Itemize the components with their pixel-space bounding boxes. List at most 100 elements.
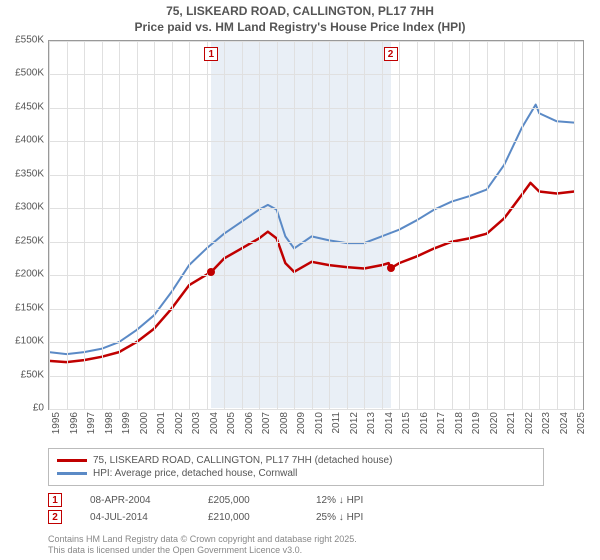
gridline-v <box>574 41 575 409</box>
plot-area: 12 £0£50K£100K£150K£200K£250K£300K£350K£… <box>48 40 584 410</box>
x-tick-label: 2012 <box>349 412 360 434</box>
x-tick-label: 2017 <box>436 412 447 434</box>
y-tick-label: £0 <box>33 403 44 414</box>
gridline-v <box>312 41 313 409</box>
gridline-v <box>189 41 190 409</box>
y-tick-label: £500K <box>15 68 44 79</box>
gridline-v <box>154 41 155 409</box>
legend-label-price-paid: 75, LISKEARD ROAD, CALLINGTON, PL17 7HH … <box>93 455 392 466</box>
title-line-1: 75, LISKEARD ROAD, CALLINGTON, PL17 7HH <box>0 4 600 20</box>
x-tick-label: 2009 <box>296 412 307 434</box>
gridline-v <box>504 41 505 409</box>
gridline-h <box>49 376 583 377</box>
x-tick-label: 2021 <box>506 412 517 434</box>
sales-table: 1 08-APR-2004 £205,000 12% ↓ HPI 2 04-JU… <box>48 490 406 527</box>
x-tick-label: 2016 <box>419 412 430 434</box>
legend-item-price-paid: 75, LISKEARD ROAD, CALLINGTON, PL17 7HH … <box>57 455 535 466</box>
sale-delta-1: 12% ↓ HPI <box>316 495 406 506</box>
y-tick-label: £100K <box>15 336 44 347</box>
gridline-h <box>49 275 583 276</box>
x-tick-label: 2020 <box>489 412 500 434</box>
gridline-h <box>49 242 583 243</box>
sale-price-2: £210,000 <box>208 512 288 523</box>
chart-lines <box>49 41 583 409</box>
x-tick-label: 2013 <box>366 412 377 434</box>
chart-title: 75, LISKEARD ROAD, CALLINGTON, PL17 7HH … <box>0 0 600 35</box>
sale-date-1: 08-APR-2004 <box>90 495 180 506</box>
x-tick-label: 2003 <box>191 412 202 434</box>
x-tick-label: 2025 <box>576 412 587 434</box>
gridline-h <box>49 309 583 310</box>
gridline-v <box>329 41 330 409</box>
y-tick-label: £400K <box>15 135 44 146</box>
y-tick-label: £450K <box>15 101 44 112</box>
x-tick-label: 1995 <box>51 412 62 434</box>
gridline-v <box>84 41 85 409</box>
y-tick-label: £250K <box>15 235 44 246</box>
footnote-line-2: This data is licensed under the Open Gov… <box>48 545 357 556</box>
gridline-v <box>67 41 68 409</box>
x-tick-label: 2000 <box>139 412 150 434</box>
x-tick-label: 2024 <box>559 412 570 434</box>
gridline-v <box>224 41 225 409</box>
legend-label-hpi: HPI: Average price, detached house, Corn… <box>93 468 297 479</box>
gridline-v <box>207 41 208 409</box>
gridline-h <box>49 41 583 42</box>
x-tick-label: 2007 <box>261 412 272 434</box>
plot-frame: 12 <box>48 40 584 410</box>
gridline-v <box>294 41 295 409</box>
gridline-v <box>452 41 453 409</box>
sale-dot-2 <box>387 264 395 272</box>
x-tick-label: 2018 <box>454 412 465 434</box>
footnote: Contains HM Land Registry data © Crown c… <box>48 534 357 556</box>
sale-marker-2: 2 <box>48 510 62 524</box>
x-tick-label: 2019 <box>471 412 482 434</box>
y-tick-label: £300K <box>15 202 44 213</box>
gridline-h <box>49 141 583 142</box>
x-tick-label: 2011 <box>331 412 342 434</box>
y-tick-label: £350K <box>15 168 44 179</box>
x-tick-label: 1996 <box>69 412 80 434</box>
legend-swatch-hpi <box>57 472 87 475</box>
sale-price-1: £205,000 <box>208 495 288 506</box>
gridline-v <box>382 41 383 409</box>
gridline-v <box>259 41 260 409</box>
x-tick-label: 2023 <box>541 412 552 434</box>
footnote-line-1: Contains HM Land Registry data © Crown c… <box>48 534 357 545</box>
title-line-2: Price paid vs. HM Land Registry's House … <box>0 20 600 36</box>
gridline-v <box>399 41 400 409</box>
sale-marker-1: 1 <box>48 493 62 507</box>
sale-date-2: 04-JUL-2014 <box>90 512 180 523</box>
sale-dot-1 <box>207 268 215 276</box>
gridline-v <box>49 41 50 409</box>
x-tick-label: 2005 <box>226 412 237 434</box>
gridline-v <box>242 41 243 409</box>
y-tick-label: £200K <box>15 269 44 280</box>
x-tick-label: 2014 <box>384 412 395 434</box>
chart-container: 75, LISKEARD ROAD, CALLINGTON, PL17 7HH … <box>0 0 600 560</box>
gridline-v <box>102 41 103 409</box>
gridline-v <box>137 41 138 409</box>
x-tick-label: 2008 <box>279 412 290 434</box>
gridline-h <box>49 108 583 109</box>
x-tick-label: 2010 <box>314 412 325 434</box>
gridline-v <box>172 41 173 409</box>
gridline-h <box>49 175 583 176</box>
x-tick-label: 2015 <box>401 412 412 434</box>
gridline-v <box>347 41 348 409</box>
y-tick-label: £50K <box>21 369 44 380</box>
gridline-v <box>434 41 435 409</box>
gridline-h <box>49 74 583 75</box>
gridline-h <box>49 208 583 209</box>
sales-row-2: 2 04-JUL-2014 £210,000 25% ↓ HPI <box>48 510 406 524</box>
gridline-h <box>49 342 583 343</box>
gridline-v <box>539 41 540 409</box>
x-tick-label: 2022 <box>524 412 535 434</box>
y-tick-label: £550K <box>15 35 44 46</box>
gridline-v <box>487 41 488 409</box>
sale-delta-2: 25% ↓ HPI <box>316 512 406 523</box>
sale-marker-box-1: 1 <box>204 47 218 61</box>
x-tick-label: 2004 <box>209 412 220 434</box>
y-tick-label: £150K <box>15 302 44 313</box>
sale-marker-box-2: 2 <box>384 47 398 61</box>
